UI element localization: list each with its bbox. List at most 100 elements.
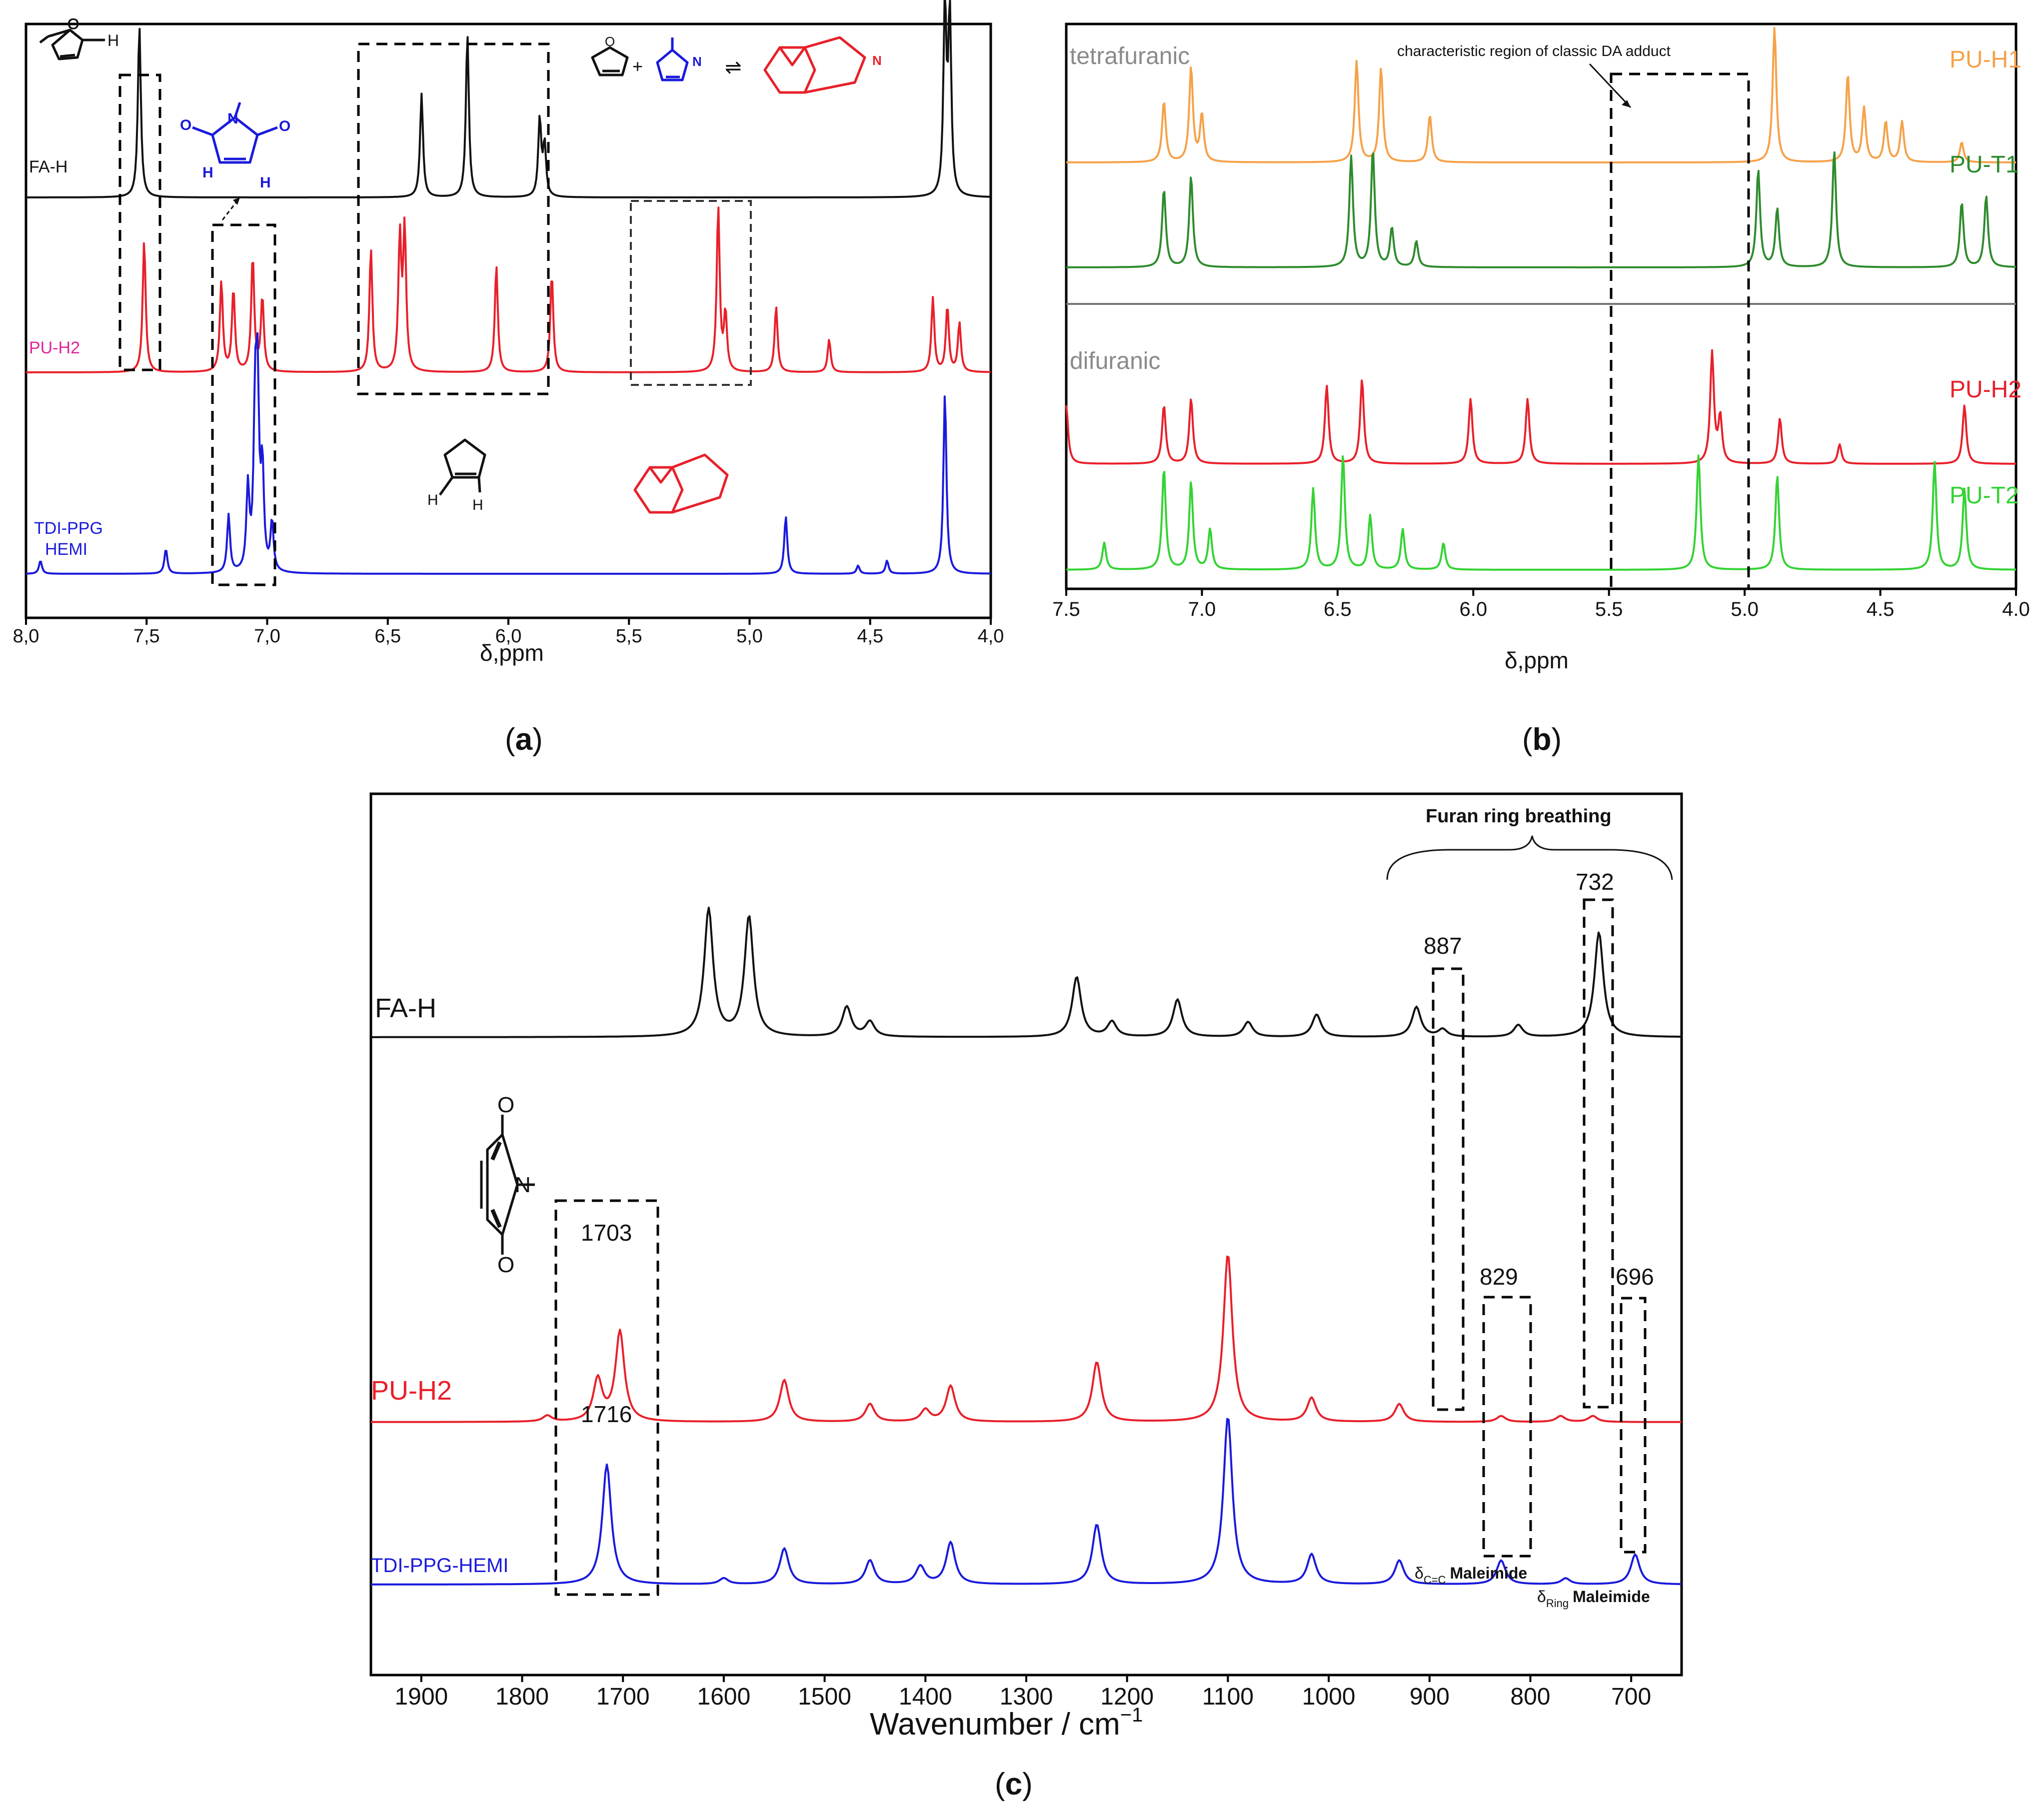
x-tick-label: 1300	[1000, 1684, 1053, 1710]
x-tick-label: 1800	[495, 1684, 549, 1710]
panel-c-letter: (c)	[995, 1767, 1033, 1802]
x-tick-label: 700	[1611, 1684, 1651, 1710]
x-tick-label: 4.5	[1867, 598, 1895, 620]
furan-h-label: H	[107, 31, 119, 49]
x-tick-label: 800	[1510, 1684, 1550, 1710]
x-tick-label: 7,5	[133, 626, 160, 647]
furan-breathing-brace	[1386, 835, 1673, 880]
peak-label-1703: 1703	[581, 1220, 632, 1246]
label-puh2-c: PU-H2	[371, 1376, 452, 1406]
box-1703-1716	[554, 1199, 659, 1596]
box-adduct-h	[630, 200, 752, 386]
peak-label-1716: 1716	[581, 1401, 632, 1427]
x-tick-label: 1700	[596, 1684, 650, 1710]
n-atom: N	[227, 110, 238, 127]
x-tick-label: 900	[1410, 1684, 1450, 1710]
box-732	[1583, 898, 1614, 1409]
label-put2: PU-T2	[1950, 482, 2019, 509]
panel-a-letter: (a)	[505, 722, 543, 757]
plus-sign: +	[632, 56, 643, 76]
adduct-structure-icon	[633, 453, 729, 514]
series-line-pu-h2	[371, 1255, 1682, 1423]
annotation-delta-cc: δC=C Maleimide	[1415, 1564, 1527, 1586]
x-tick-label: 7,0	[254, 626, 280, 647]
label-tdi-2: HEMI	[45, 540, 87, 559]
mal-o-bottom: O	[497, 1253, 514, 1277]
series-line-fa-h	[371, 906, 1682, 1038]
maleimide-h-right: H	[260, 174, 271, 191]
panel-b-frame	[1065, 22, 2018, 590]
panel-c-frame	[369, 792, 1683, 1677]
o-left: O	[180, 117, 191, 133]
box-696	[1620, 1297, 1647, 1554]
series-line-fa-h	[26, 0, 991, 198]
equilibrium-arrows: ⇌	[725, 56, 742, 78]
box-da-adduct-region	[1610, 72, 1750, 590]
series-line-tdi-ppg-hemi	[26, 332, 991, 575]
panel-a-xlabel: δ,ppm	[480, 640, 544, 666]
o-right: O	[279, 118, 290, 134]
box-887	[1432, 967, 1465, 1411]
x-tick-label: 7.0	[1188, 598, 1216, 620]
furan-h4: H	[472, 497, 483, 513]
x-tick-label: 1900	[394, 1684, 448, 1710]
series-line-pu-h2	[1065, 349, 2016, 465]
panel-a: 8,0 7,5 7,0 6,5 6,0 5,5 5,0 4,5 4,0 FA-H PU-H2 T…	[13, 0, 1004, 757]
panel-c-traces	[371, 906, 1682, 1586]
maleimide-structure-icon: O O N	[480, 1093, 535, 1277]
panel-b-traces	[1065, 26, 2016, 571]
x-tick-label: 5.0	[1731, 598, 1759, 620]
da-reaction-scheme: O + N ⇌ N	[591, 34, 882, 94]
label-tdi-c: TDI-PPG-HEMI	[371, 1555, 509, 1577]
panel-c-xlabel: Wavenumber / cm−1	[870, 1704, 1143, 1742]
x-tick-label: 8,0	[13, 626, 39, 647]
x-tick-label: 7.5	[1052, 598, 1080, 620]
panel-a-x-ticks: 8,0 7,5 7,0 6,5 6,0 5,5 5,0 4,5 4,0	[13, 618, 1004, 647]
series-line-tdi-ppg-hemi	[371, 1418, 1682, 1586]
furan-o: O	[605, 34, 615, 49]
maleimide-n: N	[692, 54, 702, 69]
mal-n: N	[515, 1173, 531, 1197]
box-furan-h5	[118, 73, 161, 371]
series-line-pu-t2	[1066, 454, 2016, 571]
label-tetrafuranic: tetrafuranic	[1070, 43, 1190, 69]
box-829	[1482, 1296, 1532, 1558]
svg-text:O: O	[67, 16, 79, 32]
peak-label-829: 829	[1480, 1264, 1518, 1290]
x-tick-label: 4,0	[978, 626, 1004, 647]
panel-b-xlabel: δ,ppm	[1505, 647, 1569, 673]
x-tick-label: 6.5	[1324, 598, 1352, 620]
x-tick-label: 5,5	[616, 626, 642, 647]
maleimide-blue-icon: O O N H H	[180, 102, 290, 191]
maleimide-h-left: H	[202, 164, 213, 181]
x-tick-label: 1000	[1302, 1684, 1356, 1710]
annotation-da-region: characteristic region of classic DA addu…	[1397, 43, 1671, 59]
x-tick-label: 5.5	[1595, 598, 1623, 620]
label-puh2: PU-H2	[29, 338, 80, 357]
label-put1: PU-T1	[1950, 151, 2019, 178]
panel-b-x-ticks: 7.5 7.0 6.5 6.0 5.5 5.0 4.5 4.0	[1052, 589, 2030, 620]
series-line-pu-h2	[26, 206, 991, 373]
box-furan-h34	[357, 42, 550, 395]
annotation-arrow-head	[1622, 100, 1631, 107]
panel-c-x-ticks: 1900 1800 1700 1600 1500 1400 1300 1200 1100 1000…	[394, 1675, 1651, 1710]
furan-structure-icon: O H	[39, 16, 119, 60]
panel-b: 7.5 7.0 6.5 6.0 5.5 5.0 4.5 4.0 tetrafuranic di…	[1052, 22, 2030, 757]
x-tick-label: 1200	[1100, 1684, 1154, 1710]
x-tick-label: 6,5	[374, 626, 401, 647]
panel-c: 1900 1800 1700 1600 1500 1400 1300 1200 1100 1000…	[369, 792, 1683, 1802]
x-tick-label: 1500	[798, 1684, 851, 1710]
label-fah: FA-H	[29, 157, 67, 176]
furan-h34-structure-icon: H H	[427, 438, 486, 513]
furan-h3: H	[427, 492, 438, 508]
x-tick-label: 6.0	[1459, 598, 1487, 620]
series-line-pu-h1	[1066, 26, 2016, 163]
label-puh2-b: PU-H2	[1950, 376, 2022, 403]
x-tick-label: 1100	[1202, 1684, 1254, 1710]
box-maleimide-h	[211, 223, 276, 586]
panel-b-letter: (b)	[1522, 722, 1562, 757]
x-tick-label: 1400	[899, 1684, 952, 1710]
x-tick-label: 6,0	[495, 626, 522, 647]
peak-label-696: 696	[1616, 1264, 1654, 1290]
